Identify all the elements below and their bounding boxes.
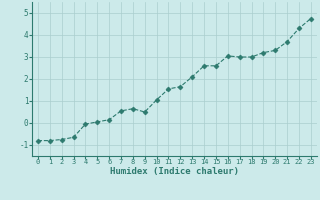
X-axis label: Humidex (Indice chaleur): Humidex (Indice chaleur) — [110, 167, 239, 176]
